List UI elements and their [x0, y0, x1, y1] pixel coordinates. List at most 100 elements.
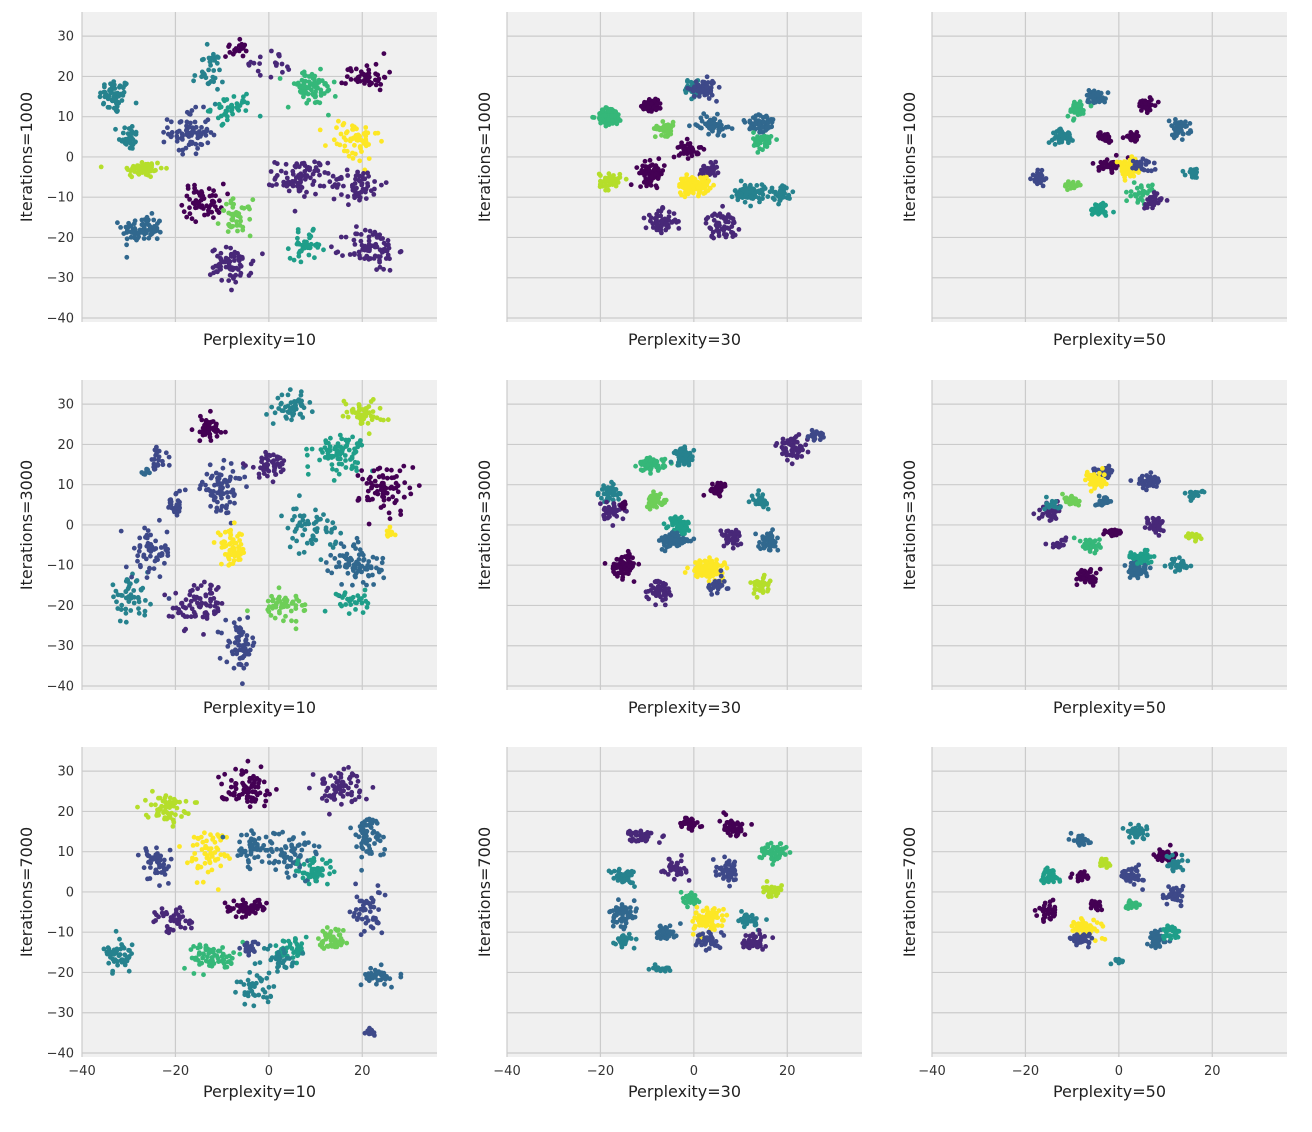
point-c2	[662, 125, 667, 131]
point-c14	[312, 255, 317, 261]
point-c15	[668, 592, 674, 598]
point-c16	[384, 467, 390, 473]
point-c0	[1085, 99, 1091, 105]
point-c16	[385, 475, 390, 481]
point-c12	[325, 160, 331, 166]
point-c12	[266, 182, 272, 188]
point-c9	[715, 170, 721, 176]
point-c11	[268, 74, 274, 80]
point-c10	[690, 190, 696, 196]
point-c16	[705, 569, 711, 575]
point-c9	[236, 256, 242, 261]
point-c7	[222, 544, 227, 550]
point-c4	[224, 490, 230, 495]
point-c16	[700, 567, 706, 572]
point-c2	[1066, 140, 1071, 146]
point-c1	[1091, 478, 1096, 484]
point-c8	[191, 583, 197, 588]
point-c8	[1125, 165, 1130, 171]
point-c13	[301, 608, 307, 614]
point-c0	[199, 417, 205, 423]
point-c13	[313, 89, 318, 95]
point-c4	[193, 151, 199, 157]
point-c4	[228, 474, 233, 480]
point-c8	[176, 610, 181, 616]
point-c10	[250, 464, 256, 470]
point-c4	[656, 156, 662, 162]
point-c4	[655, 166, 661, 172]
point-c15	[643, 589, 649, 595]
point-c17	[761, 575, 766, 580]
point-c2	[803, 442, 809, 448]
point-c3	[174, 512, 180, 518]
point-c5	[211, 215, 216, 221]
point-c17	[361, 557, 366, 563]
point-c11	[698, 115, 704, 121]
point-c5	[184, 214, 190, 220]
point-c13	[318, 66, 323, 72]
point-c0	[597, 117, 603, 123]
point-c15	[735, 192, 740, 198]
point-c16	[692, 568, 697, 574]
point-c17	[352, 181, 358, 186]
point-c16	[785, 195, 791, 201]
point-c17	[353, 176, 358, 182]
point-c15	[353, 133, 359, 138]
point-c9	[250, 258, 256, 264]
point-c9	[661, 540, 667, 546]
point-c14	[295, 235, 300, 241]
point-c18	[354, 224, 359, 230]
point-c4	[230, 490, 236, 495]
point-c4	[208, 130, 214, 135]
point-c0	[214, 429, 220, 435]
point-c15	[344, 409, 350, 415]
point-c9	[245, 651, 251, 657]
point-c1	[683, 453, 689, 458]
point-c17	[359, 563, 365, 569]
point-c7	[691, 93, 697, 99]
point-c0	[113, 108, 119, 114]
point-c5	[648, 218, 653, 224]
point-c9	[674, 530, 680, 536]
point-c6	[165, 553, 171, 558]
point-c16	[392, 500, 398, 506]
point-c6	[619, 502, 624, 507]
point-c10	[685, 188, 691, 194]
point-c0	[208, 408, 213, 414]
point-c16	[366, 476, 372, 482]
point-c12	[311, 521, 317, 526]
point-c13	[281, 597, 287, 603]
point-c9	[245, 641, 251, 647]
point-c7	[257, 113, 263, 119]
point-c8	[188, 614, 194, 620]
point-c11	[283, 414, 289, 420]
point-c4	[648, 178, 654, 184]
point-c4	[222, 478, 227, 484]
point-c13	[753, 118, 759, 123]
point-c14	[751, 130, 756, 136]
point-c11	[717, 123, 723, 129]
point-c12	[284, 175, 290, 181]
point-c0	[120, 93, 126, 98]
point-c12	[290, 517, 295, 523]
point-c5	[666, 209, 672, 215]
point-c2	[780, 446, 786, 452]
point-c12	[308, 175, 313, 181]
point-c4	[638, 184, 643, 190]
point-c10	[690, 183, 695, 189]
point-c3	[128, 229, 134, 235]
point-c3	[149, 211, 155, 216]
point-c8	[1114, 159, 1120, 165]
point-c18	[339, 603, 344, 609]
point-c4	[208, 492, 214, 498]
point-c18	[360, 610, 366, 615]
point-c9	[219, 277, 225, 283]
point-c12	[283, 170, 289, 176]
point-c4	[218, 508, 224, 513]
point-c12	[1152, 103, 1158, 108]
point-c15	[738, 178, 744, 184]
point-c10	[1134, 185, 1140, 191]
point-c5	[654, 227, 660, 233]
point-c0	[103, 92, 109, 97]
